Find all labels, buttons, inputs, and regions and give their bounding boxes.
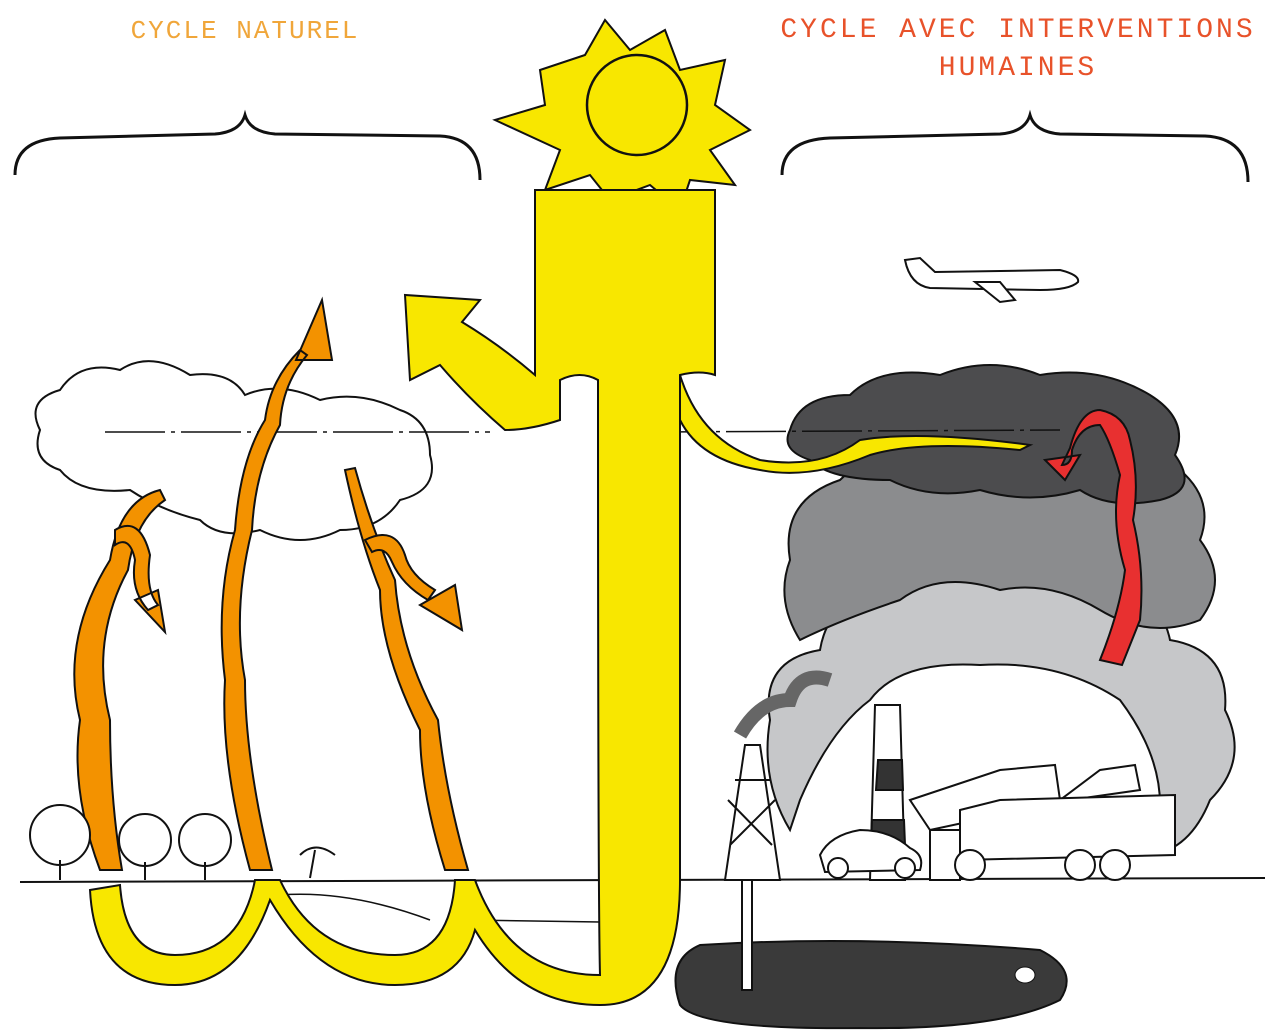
trees	[30, 805, 335, 880]
sun-disc	[587, 55, 687, 155]
arrow	[345, 468, 468, 870]
energy-flow	[90, 190, 715, 1005]
title-human-cycle: CYCLE AVEC INTERVENTIONS HUMAINES	[772, 12, 1264, 88]
illustration	[0, 0, 1271, 1032]
page: CYCLE NATUREL CYCLE AVEC INTERVENTIONS H…	[0, 0, 1271, 1032]
brace-natural	[15, 115, 480, 180]
arrow	[74, 490, 165, 870]
title-natural-cycle: CYCLE NATUREL	[100, 12, 390, 50]
brace-human	[782, 115, 1248, 182]
airplane	[905, 258, 1078, 302]
cloud	[36, 361, 433, 540]
oil-reservoir	[676, 941, 1067, 1028]
bubble	[1015, 967, 1035, 983]
river	[280, 894, 600, 922]
